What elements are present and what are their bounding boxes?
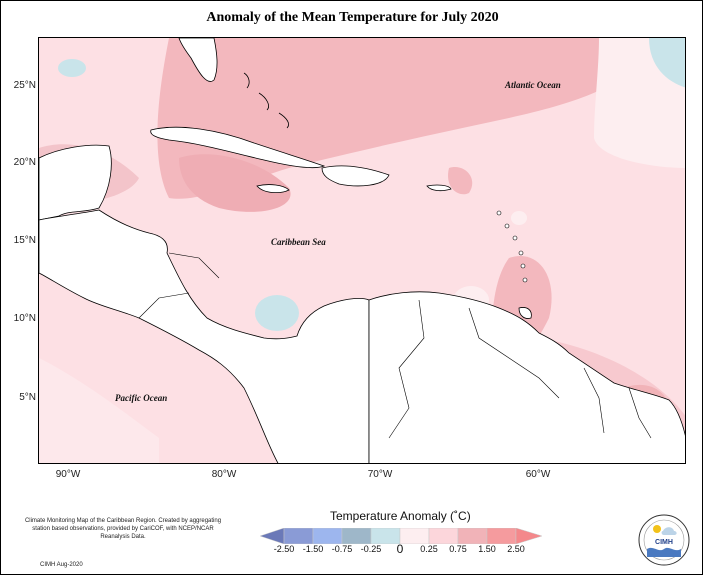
legend-tick: 1.50 — [478, 544, 496, 554]
colorbar-segment-9 — [515, 528, 543, 544]
legend-tick: 0.25 — [420, 544, 438, 554]
lon-label-80w: 80°W — [211, 469, 237, 480]
lon-label-70w: 70°W — [367, 469, 393, 480]
label-atlantic-ocean: Atlantic Ocean — [505, 80, 561, 90]
land-central-america — [39, 209, 370, 463]
cimh-logo-icon: CIMH — [638, 514, 690, 566]
country-borders — [138, 252, 652, 439]
anomaly-zone-panama-cool — [255, 295, 299, 331]
colorbar-segment-2 — [312, 528, 343, 544]
legend-tick: -0.75 — [331, 544, 353, 554]
anomaly-zone-gulf-cool — [58, 59, 86, 77]
colorbar-segment-7 — [457, 528, 488, 544]
lat-label-25n: 25°N — [13, 80, 36, 91]
legend-tick: -1.50 — [302, 544, 324, 554]
land-lesser-antilles — [496, 210, 528, 283]
anomaly-map — [39, 38, 685, 463]
map-credit-date: CIMH Aug-2020 — [40, 562, 83, 568]
lon-label-60w: 60°W — [525, 469, 551, 480]
label-caribbean-sea: Caribbean Sea — [271, 237, 326, 247]
anomaly-zone-puerto-rico — [448, 167, 473, 195]
legend-title: Temperature Anomaly (˚C) — [330, 509, 471, 523]
land-puerto-rico — [426, 184, 452, 192]
label-pacific-ocean: Pacific Ocean — [115, 393, 168, 403]
land-bahamas — [243, 72, 289, 129]
land-cuba — [150, 126, 326, 168]
legend-tick: -2.50 — [273, 544, 295, 554]
map-credit: Climate Monitoring Map of the Caribbean … — [24, 518, 222, 540]
anomaly-zone-pacific — [39, 358, 159, 463]
land-south-america — [368, 291, 685, 463]
map-title: Anomaly of the Mean Temperature for July… — [206, 10, 499, 25]
colorbar — [260, 528, 543, 544]
anomaly-zone-island-neutral — [511, 211, 527, 225]
lon-label-90w: 90°W — [55, 469, 81, 480]
land-hispaniola — [321, 165, 390, 187]
lat-label-5n: 5°N — [19, 392, 36, 403]
land-florida — [178, 38, 218, 82]
land-jamaica — [256, 184, 290, 194]
lat-label-20n: 20°N — [13, 157, 36, 168]
anomaly-zone-cuba — [179, 154, 291, 212]
anomaly-zone-atlantic-cool — [649, 38, 685, 88]
map-area — [38, 37, 686, 464]
colorbar-segment-1 — [283, 528, 314, 544]
lat-label-10n: 10°N — [13, 313, 36, 324]
legend-tick: 0.75 — [449, 544, 467, 554]
lat-label-15n: 15°N — [13, 235, 36, 246]
legend-tick: -0.25 — [360, 544, 382, 554]
colorbar-segment-3 — [341, 528, 372, 544]
colorbar-segment-0 — [260, 528, 285, 544]
legend-tick: 0 — [396, 542, 404, 556]
land-trinidad — [518, 307, 532, 319]
legend-tick: 2.50 — [507, 544, 525, 554]
colorbar-segment-6 — [428, 528, 459, 544]
logo-text: CIMH — [655, 539, 673, 546]
colorbar-segment-8 — [486, 528, 517, 544]
